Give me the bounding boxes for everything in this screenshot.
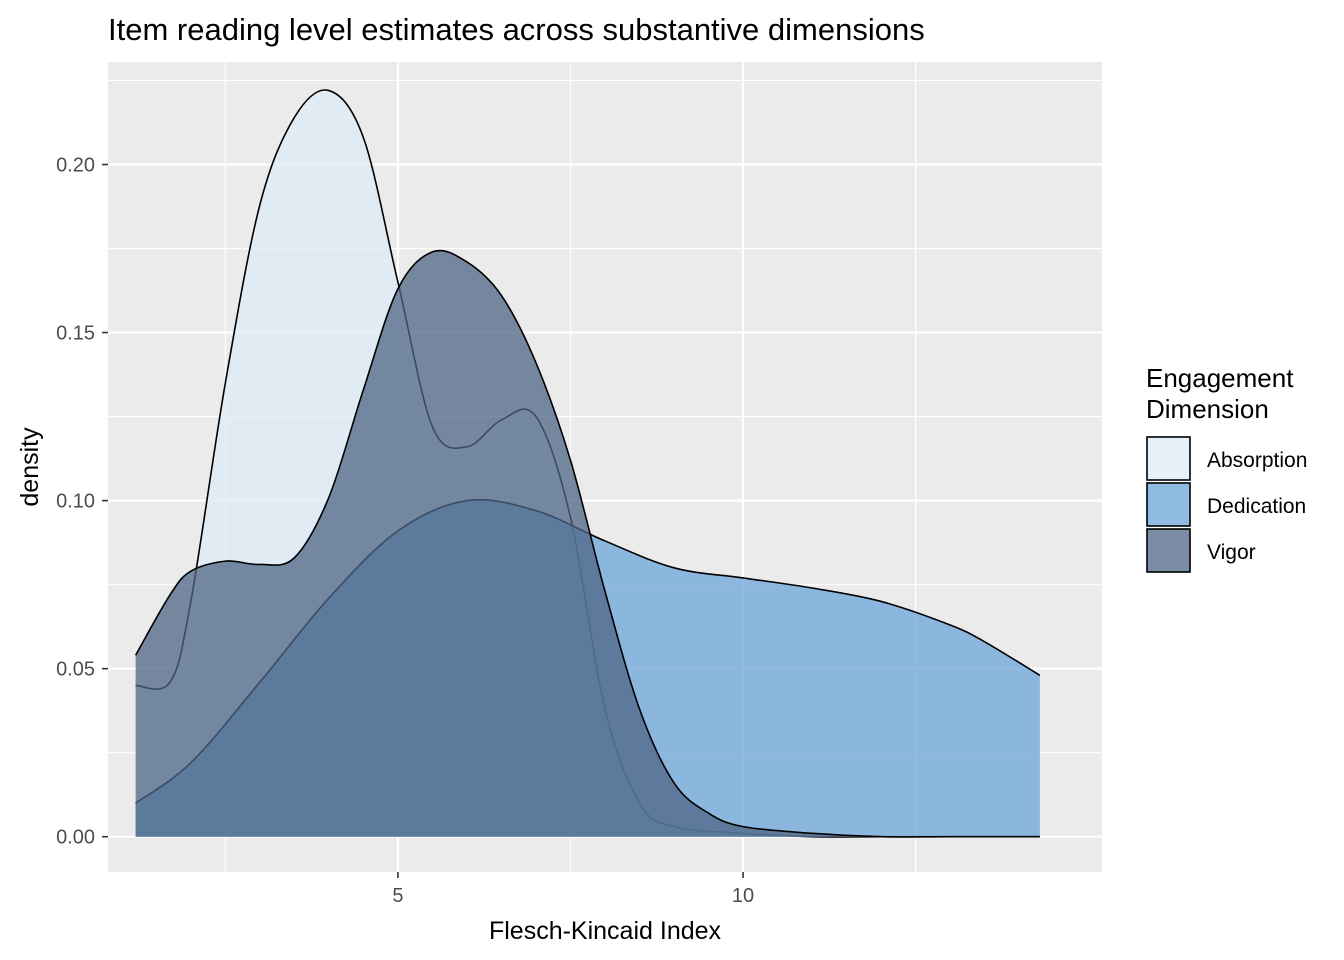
x-axis-ticks: 5 10 [392, 872, 754, 907]
x-tick-label: 10 [732, 885, 754, 907]
y-axis-ticks: 0.00 0.05 0.10 0.15 0.20 [56, 155, 108, 849]
legend-swatch-vigor [1146, 528, 1191, 573]
chart-title: Item reading level estimates across subs… [108, 12, 925, 47]
x-tick-label: 5 [392, 885, 403, 907]
y-tick-label: 0.05 [56, 659, 95, 681]
y-tick-label: 0.20 [56, 155, 95, 177]
legend-title-line-1: Engagement [1146, 363, 1294, 393]
y-tick-label: 0.15 [56, 323, 95, 345]
legend-swatch-dedication [1146, 482, 1191, 527]
legend-label-vigor: Vigor [1207, 541, 1256, 564]
legend-swatch-absorption [1146, 436, 1191, 481]
legend-label-dedication: Dedication [1207, 495, 1306, 518]
y-axis-label: density [16, 427, 44, 507]
density-line-vigor [134, 249, 1040, 838]
density-areas [134, 89, 1041, 838]
y-tick-label: 0.10 [56, 491, 95, 513]
legend-items: Absorption Dedication Vigor [1146, 436, 1307, 573]
legend-label-absorption: Absorption [1207, 449, 1307, 472]
y-tick-label: 0.00 [56, 827, 95, 849]
legend-title-line-2: Dimension [1146, 394, 1269, 424]
legend: Engagement Dimension Absorption Dedicatio… [1146, 363, 1307, 573]
x-axis-label: Flesch-Kincaid Index [489, 917, 722, 945]
